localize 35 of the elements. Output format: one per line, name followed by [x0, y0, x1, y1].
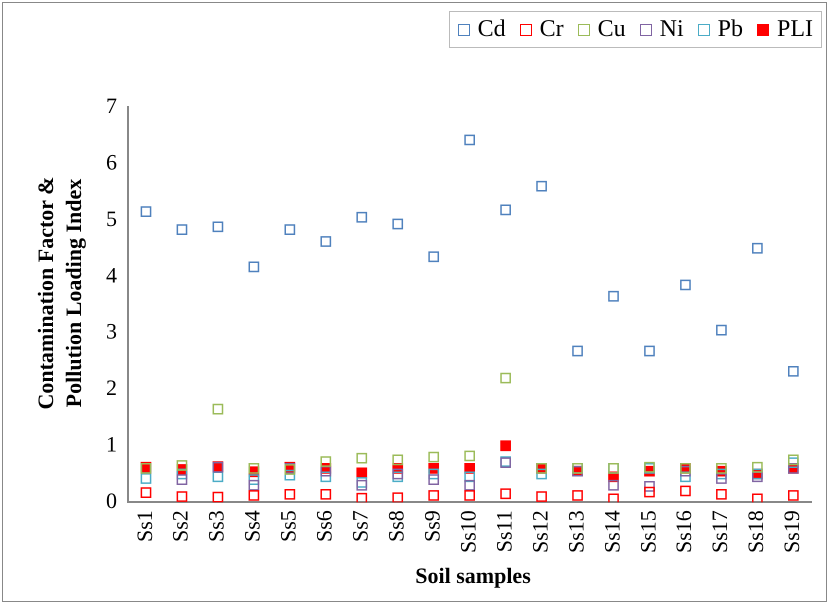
x-tick-label: Ss8 — [384, 510, 409, 542]
legend-label: Cr — [540, 16, 564, 43]
y-tick-label: 3 — [106, 318, 117, 344]
x-tick-label: Ss17 — [707, 510, 732, 553]
x-tick-label: Ss6 — [312, 510, 337, 542]
x-tick-label: Ss5 — [276, 510, 301, 542]
y-tick-label: 5 — [106, 206, 117, 231]
x-tick-label: Ss4 — [240, 510, 265, 542]
legend-label: PLI — [777, 16, 813, 43]
x-tick-label: Ss18 — [743, 510, 768, 553]
x-tick-label: Ss12 — [527, 510, 552, 553]
y-tick-label: 2 — [106, 375, 117, 400]
x-tick-label: Ss10 — [455, 510, 480, 553]
x-tick-label: Ss11 — [491, 510, 516, 552]
x-tick-label: Ss2 — [168, 510, 193, 542]
x-tick-label: Ss14 — [599, 510, 624, 553]
x-tick-label: Ss13 — [563, 510, 588, 553]
y-tick-label: 7 — [106, 92, 117, 118]
legend-label: Ni — [660, 16, 684, 43]
x-tick-label: Ss19 — [779, 510, 804, 553]
legend-label: Cd — [478, 16, 506, 43]
x-tick-label: Ss3 — [204, 510, 229, 542]
legend-label: Cu — [598, 16, 626, 43]
legend-label: Pb — [718, 16, 743, 43]
y-tick-label: 6 — [106, 149, 117, 174]
x-tick-label: Ss9 — [419, 510, 444, 542]
x-axis-title: Soil samples — [414, 563, 532, 589]
y-tick-label: 1 — [106, 432, 117, 457]
y-tick-label: 4 — [106, 262, 117, 288]
y-axis-title: Contamination Factor & Pollution Loading Index — [32, 175, 87, 412]
x-tick-label: Ss15 — [635, 510, 660, 553]
x-tick-label: Ss7 — [348, 510, 373, 542]
x-tick-label: Ss1 — [132, 510, 157, 542]
x-tick-label: Ss16 — [671, 510, 696, 553]
y-tick-label: 0 — [106, 488, 117, 513]
